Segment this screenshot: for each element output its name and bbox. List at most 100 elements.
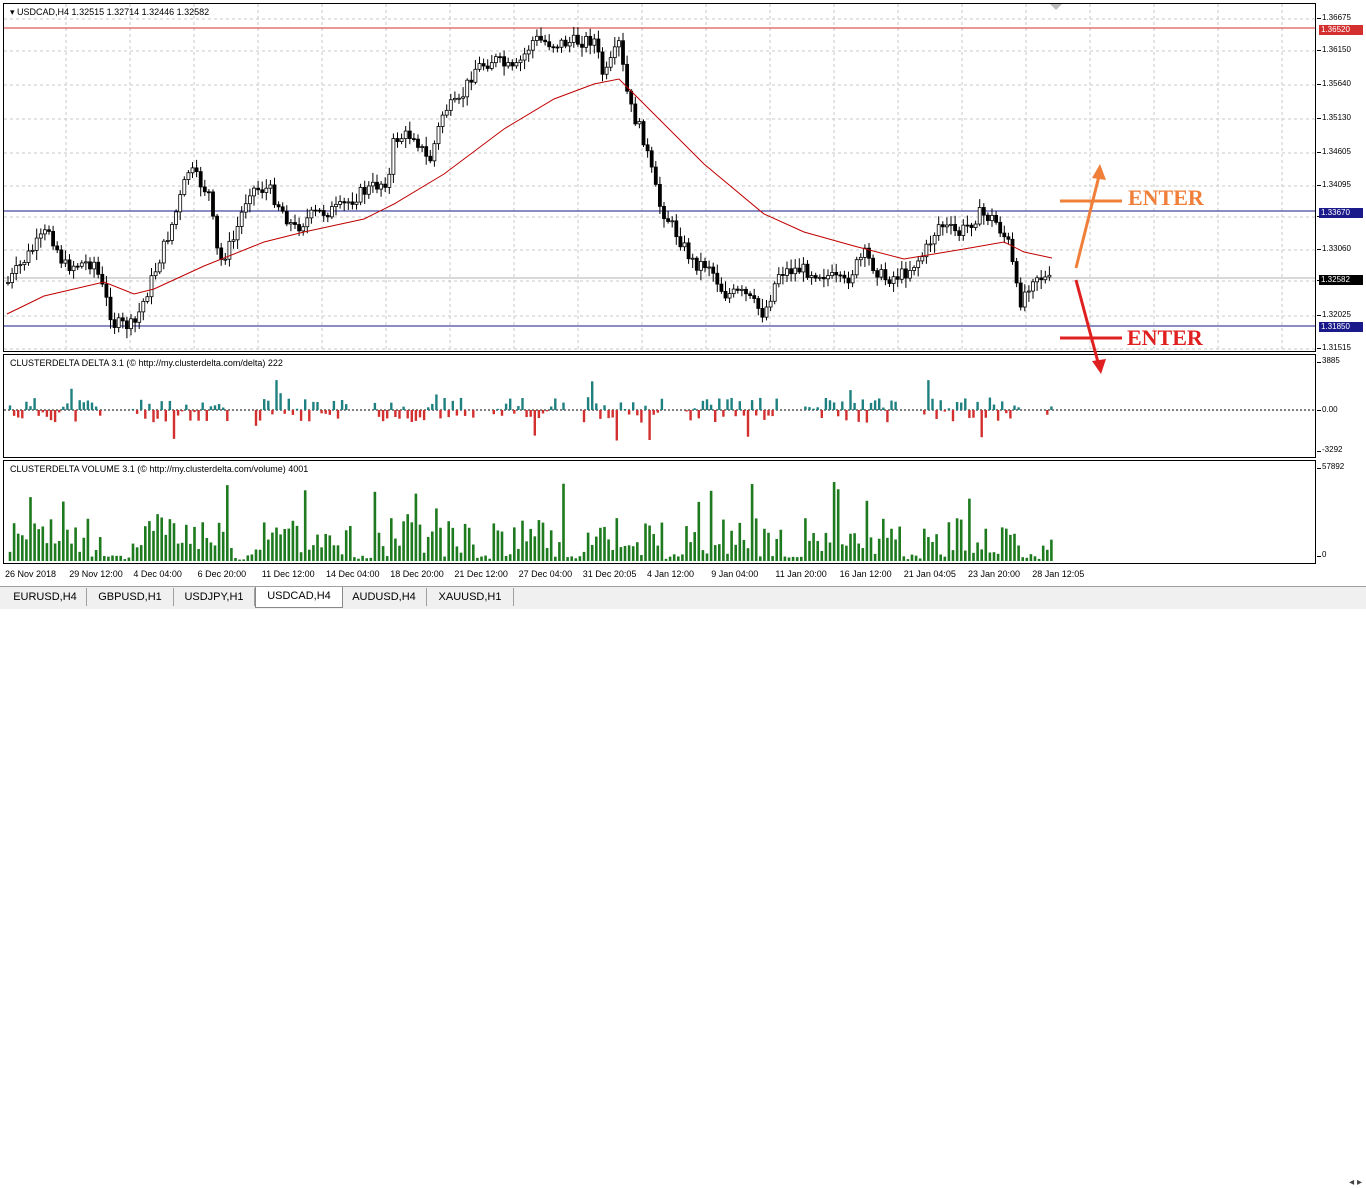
delta-bar xyxy=(17,410,20,418)
volume-bar xyxy=(976,542,979,561)
trading-terminal: ▾ USDCAD,H4 1.32515 1.32714 1.32446 1.32… xyxy=(0,3,1366,1188)
candle-body xyxy=(1047,274,1052,278)
volume-bar xyxy=(525,541,528,561)
volume-bar xyxy=(1013,533,1016,561)
tab-gbpusd[interactable]: GBPUSD,H1 xyxy=(87,588,174,606)
volume-indicator-panel[interactable]: CLUSTERDELTA VOLUME 3.1 (© http://my.clu… xyxy=(3,460,1316,564)
volume-bar xyxy=(291,520,295,561)
tab-xauusd[interactable]: XAUUSD,H1 xyxy=(427,588,514,606)
delta-bar xyxy=(689,410,692,421)
volume-bar xyxy=(377,532,381,561)
delta-bar xyxy=(1050,406,1053,410)
candle-body xyxy=(354,201,359,205)
volume-bar xyxy=(537,520,541,561)
candle-body xyxy=(617,40,621,48)
chart-title: ▾ USDCAD,H4 1.32515 1.32714 1.32446 1.32… xyxy=(10,7,209,18)
volume-bar xyxy=(742,539,746,561)
volume-bar xyxy=(152,530,155,561)
candle-body xyxy=(506,62,511,67)
candle-body xyxy=(157,262,162,273)
volume-bar xyxy=(324,533,327,561)
candle-body xyxy=(994,214,998,223)
candle-body xyxy=(711,266,716,274)
volume-bar xyxy=(156,514,159,561)
tab-audusd[interactable]: AUDUSD,H4 xyxy=(342,588,427,606)
candle-body xyxy=(547,41,552,48)
candle-body xyxy=(215,215,220,249)
candle-body xyxy=(178,194,183,213)
tab-usdcad[interactable]: USDCAD,H4 xyxy=(255,587,343,608)
delta-bar xyxy=(545,410,549,412)
volume-bar xyxy=(226,485,229,561)
volume-bar xyxy=(615,518,619,561)
delta-bar xyxy=(263,399,266,410)
candle-body xyxy=(928,243,933,246)
delta-bar xyxy=(140,399,143,410)
volume-bar xyxy=(705,553,709,561)
delta-bar xyxy=(78,400,81,410)
delta-bar xyxy=(472,410,475,418)
volume-bar xyxy=(41,526,45,561)
volume-bar xyxy=(992,552,996,561)
price-tick xyxy=(1317,152,1321,153)
time-axis: 26 Nov 2018 29 Nov 12:00 4 Dec 04:00 6 Dec … xyxy=(3,564,1316,584)
volume-bar xyxy=(1005,528,1008,561)
delta-bar xyxy=(12,410,16,416)
volume-bar xyxy=(148,521,151,561)
volume-bar xyxy=(90,556,94,561)
volume-bar xyxy=(1017,545,1020,561)
delta-bar xyxy=(849,390,852,410)
volume-bar xyxy=(131,543,135,561)
tab-usdjpy[interactable]: USDJPY,H1 xyxy=(174,588,255,606)
delta-bar xyxy=(279,393,282,410)
delta-bar xyxy=(947,408,951,410)
volume-bar xyxy=(627,545,631,561)
volume-bar xyxy=(1000,527,1004,561)
volume-bar xyxy=(660,522,664,561)
candle-body xyxy=(67,259,72,272)
candle-body xyxy=(186,172,191,180)
volume-bar xyxy=(1041,545,1045,561)
tab-eurusd[interactable]: EURUSD,H4 xyxy=(4,588,87,606)
price-chart[interactable]: ▾ USDCAD,H4 1.32515 1.32714 1.32446 1.32… xyxy=(3,3,1316,352)
delta-bar xyxy=(49,410,53,421)
volume-bar xyxy=(681,554,684,561)
tab-scroll-arrows-icon[interactable]: ◂ ▸ xyxy=(1349,1177,1362,1188)
volume-bar xyxy=(447,521,450,561)
volume-bar xyxy=(857,543,860,561)
delta-bar xyxy=(685,410,688,412)
delta-bar xyxy=(447,410,450,418)
delta-bar xyxy=(181,410,184,412)
candle-body xyxy=(407,130,412,140)
volume-bar xyxy=(722,519,725,561)
time-label: 4 Jan 12:00 xyxy=(647,569,695,579)
volume-bar xyxy=(845,545,848,561)
chart-shift-marker-icon[interactable] xyxy=(1050,4,1062,10)
volume-bar xyxy=(139,545,143,561)
volume-bar xyxy=(299,552,303,561)
candle-body xyxy=(493,56,498,64)
delta-bar xyxy=(890,400,893,410)
candle-body xyxy=(416,138,420,148)
chart-menu-icon[interactable]: ▾ xyxy=(10,7,15,17)
delta-bar xyxy=(258,410,262,421)
delta-bar xyxy=(767,410,770,416)
delta-bar xyxy=(135,410,139,414)
volume-bar xyxy=(82,537,86,561)
candle-body xyxy=(768,300,773,308)
volume-bar xyxy=(959,519,963,561)
delta-bar xyxy=(992,404,996,410)
candle-body xyxy=(998,221,1003,234)
volume-title: CLUSTERDELTA VOLUME 3.1 (© http://my.clu… xyxy=(10,464,309,474)
candle-body xyxy=(71,265,76,272)
volume-bar xyxy=(697,501,701,561)
volume-bar xyxy=(472,544,475,561)
candle-body xyxy=(813,275,818,279)
price-tag: 1.32582 xyxy=(1319,275,1363,285)
candle-body xyxy=(165,240,170,242)
delta-indicator-panel[interactable]: CLUSTERDELTA DELTA 3.1 (© http://my.clus… xyxy=(3,354,1316,458)
volume-bar xyxy=(578,556,582,561)
delta-bar xyxy=(513,410,516,414)
delta-bar xyxy=(275,380,278,410)
volume-bar xyxy=(70,543,73,561)
